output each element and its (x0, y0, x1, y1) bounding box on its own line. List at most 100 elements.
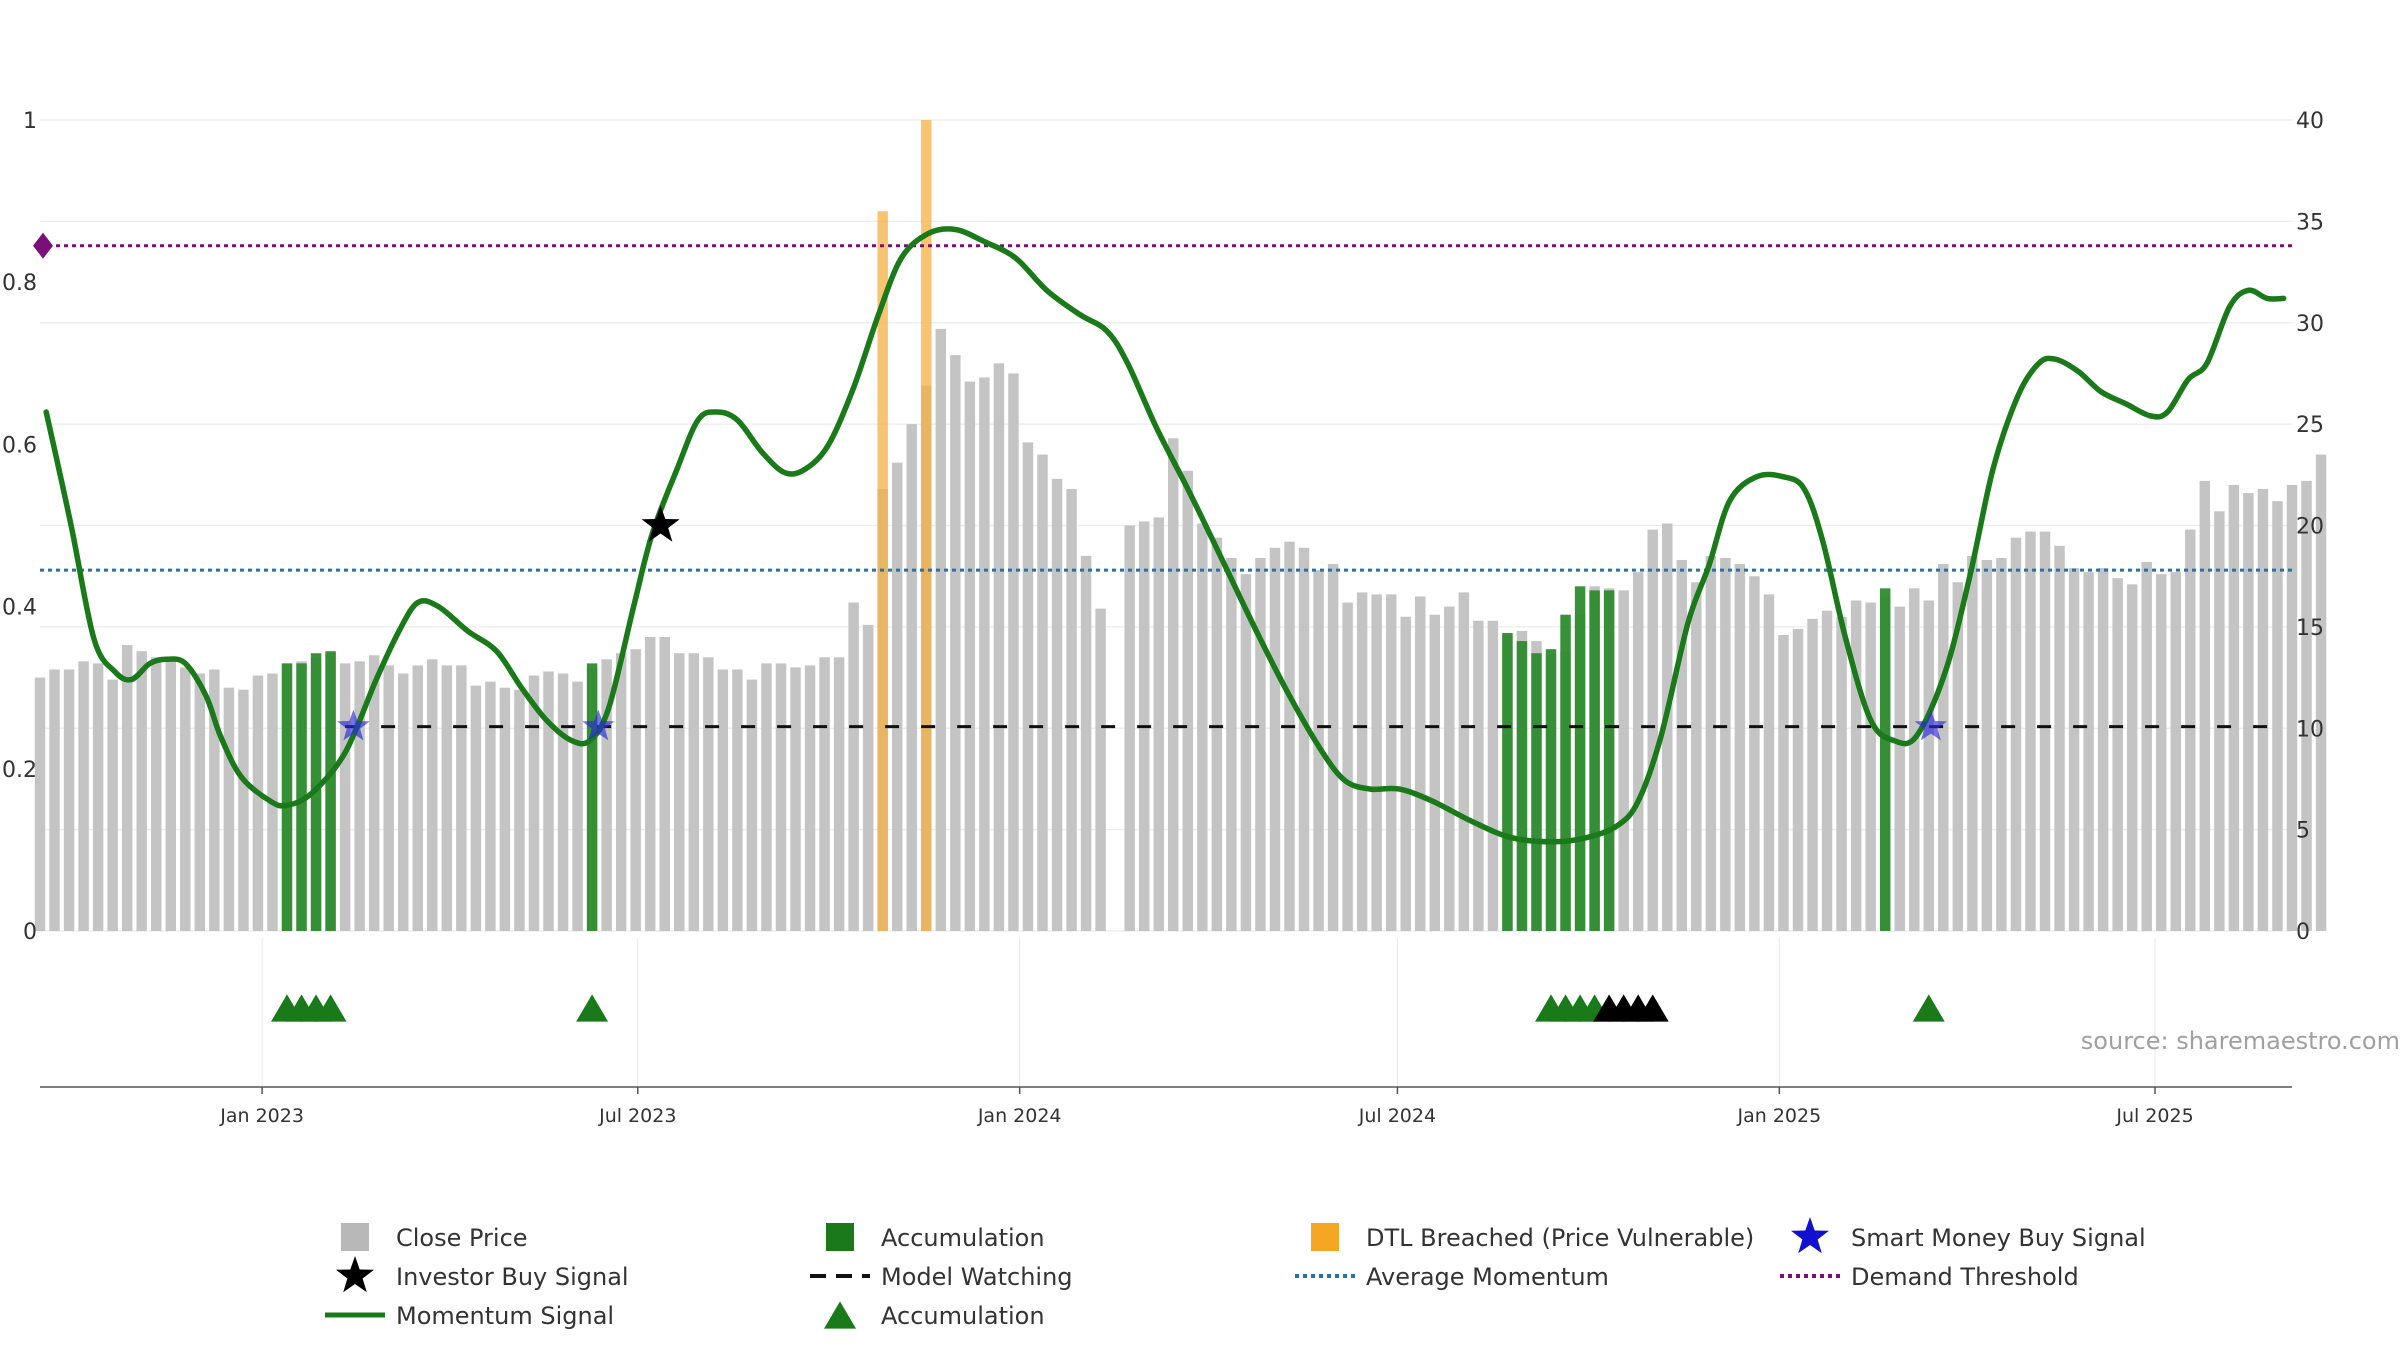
close-price-bar (1894, 606, 1905, 931)
close-price-bar (1080, 555, 1092, 931)
close-price-bar (1647, 529, 1658, 931)
legend-close-price-swatch (341, 1223, 369, 1251)
close-price-bar (1385, 594, 1397, 931)
legend-momentum-signal-label: Momentum Signal (396, 1302, 614, 1330)
close-price-bar (1909, 588, 1920, 931)
close-price-bar (1923, 600, 1935, 931)
close-price-bar (2243, 493, 2254, 931)
close-price-bar (2039, 531, 2051, 931)
close-price-bar (1938, 564, 1949, 931)
close-price-bar (441, 665, 453, 931)
legend-accumulation-swatch (826, 1223, 854, 1251)
close-price-bar (775, 663, 787, 931)
close-price-bar (1211, 537, 1223, 931)
close-price-bar (1981, 559, 1993, 931)
close-price-bar (1473, 620, 1484, 931)
accumulation-bar (1502, 632, 1513, 931)
legend-close-price-label: Close Price (396, 1224, 528, 1252)
close-price-bar (1168, 438, 1179, 931)
accumulation-triangle (1636, 994, 1669, 1022)
close-price-bar (1415, 596, 1426, 931)
lines (33, 226, 2292, 845)
accumulation-bar (1545, 649, 1557, 931)
close-price-bar (92, 663, 104, 931)
accumulation-bar (1560, 614, 1571, 931)
close-price-bar (2272, 501, 2283, 931)
close-price-bar (180, 667, 191, 931)
legend-dtl-breached-price-vulnerable-label: DTL Breached (Price Vulnerable) (1366, 1224, 1754, 1252)
close-price-bar (674, 653, 685, 931)
close-price-bar (2112, 578, 2123, 931)
close-price-bar (1952, 582, 1964, 931)
close-price-bar (950, 355, 961, 931)
close-price-bar (1487, 620, 1499, 931)
close-price-bar (2286, 484, 2298, 931)
legend-smart-money-buy-signal-label: Smart Money Buy Signal (1851, 1224, 2146, 1252)
y-right-tick-label: 5 (2296, 819, 2310, 844)
close-price-bar (891, 462, 903, 931)
close-price-bar (703, 657, 714, 931)
legend-average-momentum-label: Average Momentum (1366, 1263, 1609, 1291)
y-right-tick-label: 20 (2296, 515, 2324, 540)
close-price-bar (383, 665, 394, 931)
legend-smart-money-buy-signal-swatch (1791, 1217, 1829, 1254)
accumulation-bar (281, 663, 293, 931)
close-price-bar (368, 655, 380, 931)
close-price-bar (1037, 454, 1048, 931)
close-price-bar (2315, 454, 2327, 931)
close-price-bar (1226, 557, 1237, 931)
close-price-bar (1444, 606, 1455, 931)
close-price-bar (1342, 602, 1353, 931)
close-price-bar (2010, 537, 2022, 931)
markers (270, 505, 1947, 1022)
close-price-bar (238, 689, 249, 931)
close-price-bar (1356, 592, 1368, 931)
close-price-bar (630, 649, 641, 931)
close-price-bar (136, 651, 147, 931)
close-price-bar (209, 669, 220, 931)
y-left-tick-label: 0.6 (2, 433, 37, 458)
legend-accumulation: Accumulation (826, 1223, 1045, 1252)
y-left-tick-label: 0.2 (2, 758, 37, 783)
close-price-bar (1705, 555, 1717, 931)
close-price-bar (717, 669, 729, 931)
legend-close-price: Close Price (341, 1223, 528, 1252)
source-credit: source: sharemaestro.com (2081, 1027, 2400, 1055)
close-price-bar (1022, 442, 1034, 931)
dtl-breached-price-vulnerable-bar (921, 120, 932, 931)
close-price-bar (397, 673, 409, 931)
legend-accumulation: Accumulation (824, 1301, 1045, 1330)
close-price-bar (2257, 489, 2269, 931)
legend-investor-buy-signal: Investor Buy Signal (336, 1256, 629, 1293)
close-price-bar (1763, 594, 1775, 931)
y-right-tick-label: 0 (2296, 920, 2310, 945)
close-price-bar (223, 687, 235, 931)
close-price-bar (63, 669, 75, 931)
accumulation-bar (1879, 588, 1891, 931)
close-price-bar (1400, 616, 1411, 931)
investor-buy-star (641, 505, 680, 542)
close-price-bar (659, 637, 670, 931)
close-price-bar (1734, 564, 1746, 931)
y-right-tick-label: 30 (2296, 312, 2324, 337)
close-price-bar (1182, 470, 1194, 931)
close-price-bar (1066, 489, 1077, 931)
axes: Jan 2023 Jul 2023 Jan 2024 Jul 2024 Jan 2025… (2, 109, 2324, 1127)
close-price-bar (1197, 523, 1208, 931)
close-price-bar (412, 665, 423, 931)
close-price-bar (862, 624, 874, 931)
close-price-bar (1327, 564, 1339, 931)
accumulation-triangle (1912, 994, 1945, 1022)
demand-threshold-marker (33, 232, 53, 259)
close-price-bar (78, 661, 89, 931)
x-tick-label: Jul 2023 (598, 1105, 676, 1127)
close-price-bar (107, 679, 118, 931)
accumulation-triangle (314, 994, 347, 1022)
close-price-bar (1255, 557, 1266, 931)
close-price-bar (1662, 523, 1673, 931)
accumulation-bar (1516, 641, 1528, 931)
x-tick-label: Jan 2025 (1736, 1105, 1821, 1127)
accumulation-triangle (576, 994, 609, 1022)
close-price-bar (1284, 541, 1295, 931)
close-price-bar (1807, 618, 1818, 931)
